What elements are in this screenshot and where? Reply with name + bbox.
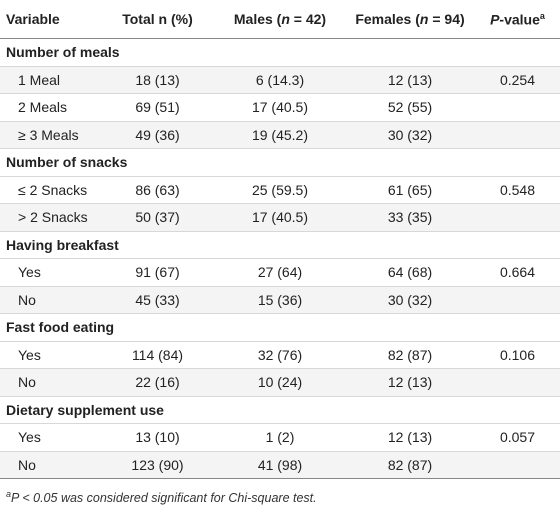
data-row: > 2 Snacks 50 (37) 17 (40.5) 33 (35)	[0, 203, 560, 232]
row-label: ≥ 3 Meals	[0, 121, 100, 149]
cell	[475, 451, 560, 479]
group-row: Number of meals	[0, 38, 560, 67]
data-table: Variable Total n (%) Males (n = 42) Fema…	[0, 0, 560, 479]
cell: 6 (14.3)	[215, 66, 345, 94]
data-row: 2 Meals 69 (51) 17 (40.5) 52 (55)	[0, 93, 560, 122]
cell: 45 (33)	[100, 286, 215, 314]
group-title: Number of snacks	[0, 148, 560, 177]
cell: 69 (51)	[100, 93, 215, 122]
row-label: 1 Meal	[0, 66, 100, 94]
header-cell: Males (n = 42)	[215, 0, 345, 39]
row-label: Yes	[0, 341, 100, 369]
cell: 1 (2)	[215, 423, 345, 452]
cell: 25 (59.5)	[215, 176, 345, 204]
row-label: ≤ 2 Snacks	[0, 176, 100, 204]
row-label: No	[0, 451, 100, 479]
data-row: 1 Meal 18 (13) 6 (14.3) 12 (13) 0.254	[0, 66, 560, 94]
data-row: No 123 (90) 41 (98) 82 (87)	[0, 451, 560, 479]
group-row: Number of snacks	[0, 148, 560, 177]
data-row: No 45 (33) 15 (36) 30 (32)	[0, 286, 560, 314]
cell: 22 (16)	[100, 368, 215, 397]
cell: 50 (37)	[100, 203, 215, 232]
cell: 15 (36)	[215, 286, 345, 314]
cell: 82 (87)	[345, 451, 475, 479]
cell: 61 (65)	[345, 176, 475, 204]
cell: 12 (13)	[345, 423, 475, 452]
group-title: Having breakfast	[0, 231, 560, 259]
cell: 41 (98)	[215, 451, 345, 479]
cell: 91 (67)	[100, 258, 215, 287]
cell: 17 (40.5)	[215, 93, 345, 122]
data-row: No 22 (16) 10 (24) 12 (13)	[0, 368, 560, 397]
cell: 33 (35)	[345, 203, 475, 232]
footnote-text: < 0.05 was considered significant for Ch…	[18, 491, 317, 506]
cell	[475, 121, 560, 149]
data-row: Yes 114 (84) 32 (76) 82 (87) 0.106	[0, 341, 560, 369]
header-text: = 94)	[428, 11, 465, 27]
cell: 49 (36)	[100, 121, 215, 149]
header-text: P	[490, 11, 500, 28]
table-body: Number of meals 1 Meal 18 (13) 6 (14.3) 12 (…	[0, 38, 560, 479]
cell	[475, 93, 560, 122]
cell: 10 (24)	[215, 368, 345, 397]
header-cell: Total n (%)	[100, 0, 215, 39]
header-cell: P-valuea	[475, 0, 560, 39]
cell: 13 (10)	[100, 423, 215, 452]
header-row: Variable Total n (%) Males (n = 42) Fema…	[0, 0, 560, 39]
cell: 19 (45.2)	[215, 121, 345, 149]
cell: 64 (68)	[345, 258, 475, 287]
cell: 27 (64)	[215, 258, 345, 287]
cell: 123 (90)	[100, 451, 215, 479]
row-label: No	[0, 368, 100, 397]
cell: 0.664	[475, 258, 560, 287]
header-cell: Females (n = 94)	[345, 0, 475, 39]
footnote-text: P	[11, 491, 19, 506]
row-label: Yes	[0, 423, 100, 452]
cell: 114 (84)	[100, 341, 215, 369]
header-text: Females (	[355, 11, 420, 27]
row-label: No	[0, 286, 100, 314]
header-text: -value	[499, 11, 540, 28]
cell: 18 (13)	[100, 66, 215, 94]
group-row: Dietary supplement use	[0, 396, 560, 424]
data-row: Yes 91 (67) 27 (64) 64 (68) 0.664	[0, 258, 560, 287]
cell	[475, 368, 560, 397]
cell: 0.254	[475, 66, 560, 94]
data-row: Yes 13 (10) 1 (2) 12 (13) 0.057	[0, 423, 560, 452]
cell	[475, 203, 560, 232]
header-text: a	[539, 10, 545, 21]
cell	[475, 286, 560, 314]
cell: 30 (32)	[345, 286, 475, 314]
cell: 0.548	[475, 176, 560, 204]
row-label: Yes	[0, 258, 100, 287]
cell: 30 (32)	[345, 121, 475, 149]
cell: 0.057	[475, 423, 560, 452]
group-title: Dietary supplement use	[0, 396, 560, 424]
header-text: n	[419, 11, 429, 27]
cell: 82 (87)	[345, 341, 475, 369]
row-label: > 2 Snacks	[0, 203, 100, 232]
cell: 0.106	[475, 341, 560, 369]
cell: 17 (40.5)	[215, 203, 345, 232]
cell: 86 (63)	[100, 176, 215, 204]
header-text: = 42)	[289, 11, 327, 27]
data-row: ≥ 3 Meals 49 (36) 19 (45.2) 30 (32)	[0, 121, 560, 149]
cell: 32 (76)	[215, 341, 345, 369]
data-row: ≤ 2 Snacks 86 (63) 25 (59.5) 61 (65) 0.548	[0, 176, 560, 204]
footnote-mark: a	[6, 489, 12, 499]
cell: 52 (55)	[345, 93, 475, 122]
header-cell: Variable	[0, 0, 100, 39]
footnote: aP < 0.05 was considered significant for…	[6, 489, 317, 505]
group-title: Number of meals	[0, 38, 560, 67]
cell: 12 (13)	[345, 66, 475, 94]
cell: 12 (13)	[345, 368, 475, 397]
group-row: Fast food eating	[0, 313, 560, 342]
header-text: n	[281, 11, 290, 27]
header-text: Males (	[233, 11, 282, 27]
row-label: 2 Meals	[0, 93, 100, 122]
group-title: Fast food eating	[0, 313, 560, 342]
group-row: Having breakfast	[0, 231, 560, 259]
